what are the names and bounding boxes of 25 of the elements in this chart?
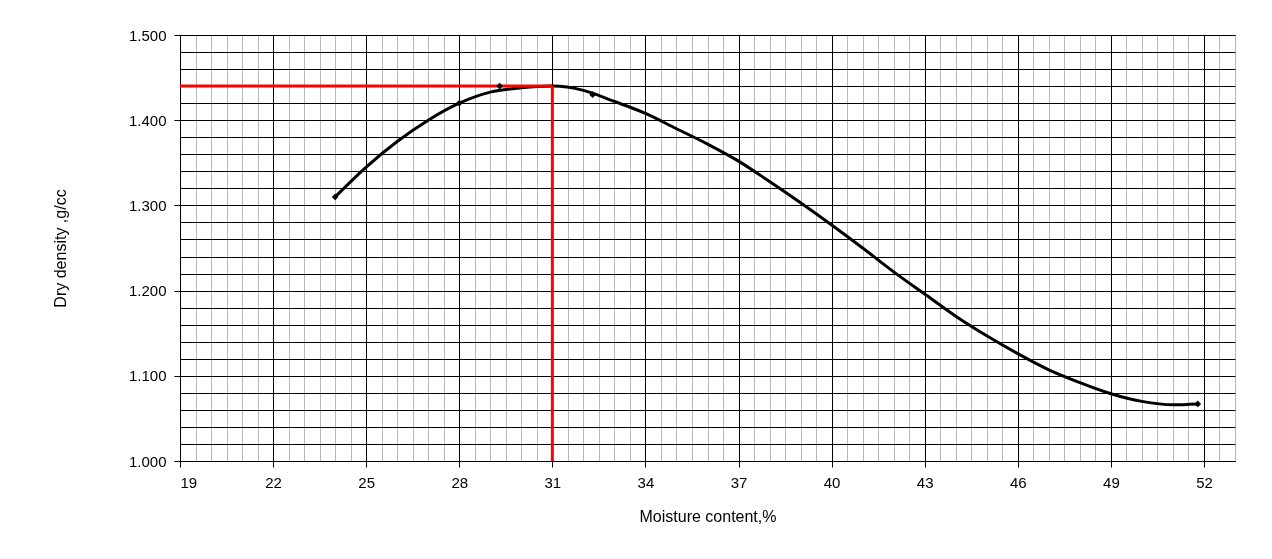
point xyxy=(589,91,597,98)
x-tick-label: 52 xyxy=(1196,473,1213,491)
y-tick-label: 1.500 xyxy=(128,26,167,44)
point xyxy=(1194,400,1202,408)
point xyxy=(496,82,503,90)
y-axis-title: Dry density ,g/cc xyxy=(51,189,69,308)
x-tick-label: 49 xyxy=(1103,473,1120,491)
point xyxy=(455,99,463,107)
x-tick-label: 31 xyxy=(544,473,562,491)
y-tick-label: 1.200 xyxy=(128,282,167,300)
y-tick-label: 1.300 xyxy=(128,196,167,214)
x-tick-label: 28 xyxy=(451,473,469,491)
x-tick-label: 22 xyxy=(265,473,282,491)
x-tick-label: 34 xyxy=(637,473,655,491)
point xyxy=(331,193,339,201)
y-tick-label: 1.400 xyxy=(128,111,167,129)
x-tick-label: 37 xyxy=(730,473,748,491)
x-tick-label: 40 xyxy=(823,473,841,491)
x-tick-label: 43 xyxy=(916,473,934,491)
y-tick-label: 1.100 xyxy=(128,367,167,385)
x-tick-label: 25 xyxy=(358,473,376,491)
x-tick-label: 19 xyxy=(180,473,198,491)
x-axis-title: Moisture content,% xyxy=(639,507,777,525)
x-tick-label: 46 xyxy=(1009,473,1027,491)
y-tick-label: 1.000 xyxy=(128,452,167,470)
